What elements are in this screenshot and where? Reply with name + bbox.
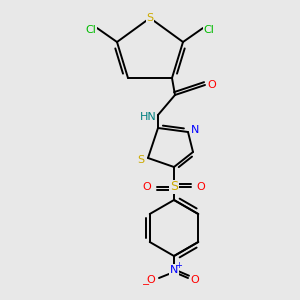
Text: O: O <box>147 275 155 285</box>
Text: O: O <box>190 275 200 285</box>
Text: N: N <box>191 125 199 135</box>
Text: HN: HN <box>140 112 156 122</box>
Text: O: O <box>196 182 206 192</box>
Text: +: + <box>176 262 182 271</box>
Text: N: N <box>170 265 178 275</box>
Text: Cl: Cl <box>204 25 214 35</box>
Text: Cl: Cl <box>85 25 96 35</box>
Text: O: O <box>142 182 152 192</box>
Text: S: S <box>137 155 145 165</box>
Text: S: S <box>170 181 178 194</box>
Text: S: S <box>146 13 154 23</box>
Text: O: O <box>208 80 216 90</box>
Text: −: − <box>142 280 150 290</box>
